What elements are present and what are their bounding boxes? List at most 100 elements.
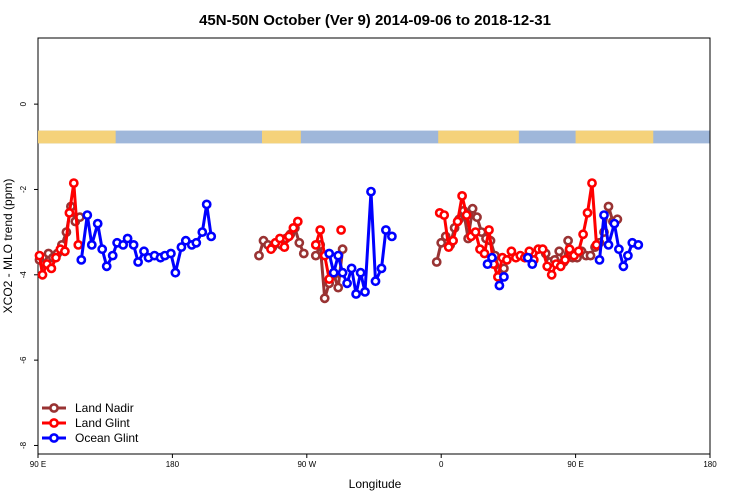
- data-point-land-nadir: [467, 203, 478, 214]
- data-point-land-glint: [60, 246, 70, 257]
- data-point-land-nadir: [585, 250, 596, 261]
- data-point-land-nadir: [337, 244, 348, 255]
- legend-item-land-glint: Land Glint: [42, 416, 130, 430]
- data-point-ocean-glint: [370, 276, 381, 287]
- data-point-ocean-glint: [386, 231, 397, 242]
- y-tick-label: -2: [19, 185, 28, 193]
- data-point-ocean-glint: [614, 244, 624, 255]
- data-point-ocean-glint: [498, 271, 509, 282]
- data-point-ocean-glint: [522, 252, 533, 263]
- data-point-ocean-glint: [206, 231, 217, 242]
- x-tick-label: 90 W: [297, 460, 316, 469]
- data-point-land-nadir: [333, 282, 344, 293]
- data-point-ocean-glint: [170, 267, 181, 278]
- data-point-land-glint: [448, 235, 458, 246]
- data-point-land-nadir: [436, 237, 447, 248]
- data-point-land-glint: [587, 178, 597, 188]
- data-point-land-glint: [452, 216, 463, 227]
- data-point-land-glint: [68, 178, 79, 188]
- data-point-ocean-glint: [342, 278, 352, 289]
- y-tick-label: 0: [19, 101, 28, 106]
- land-band-segment: [438, 130, 519, 144]
- legend-marker: [49, 403, 59, 413]
- data-point-land-nadir: [603, 201, 614, 212]
- data-point-ocean-glint: [97, 244, 108, 255]
- legend-marker: [49, 433, 59, 443]
- data-point-ocean-glint: [328, 267, 339, 278]
- data-point-ocean-glint: [324, 248, 335, 259]
- x-tick-label: 180: [166, 460, 180, 469]
- data-point-ocean-glint: [376, 263, 387, 274]
- data-point-land-glint: [283, 231, 294, 242]
- series-layer: [34, 178, 644, 304]
- x-tick-label: 0: [439, 460, 444, 469]
- data-point-land-glint: [310, 239, 321, 250]
- data-point-ocean-glint: [599, 210, 609, 220]
- data-point-land-glint: [470, 227, 481, 237]
- data-point-land-glint: [479, 248, 490, 259]
- data-point-land-nadir: [554, 246, 565, 257]
- data-point-land-glint: [443, 242, 454, 252]
- series-land-glint: [34, 178, 602, 284]
- legend-marker: [49, 418, 59, 428]
- data-point-ocean-glint: [494, 280, 505, 291]
- x-tick-label: 90 E: [30, 460, 46, 469]
- x-tick-label: 180: [703, 460, 717, 469]
- chart-title: 45N-50N October (Ver 9) 2014-09-06 to 20…: [199, 12, 551, 29]
- data-point-land-glint: [336, 225, 346, 235]
- land-band-segment: [38, 130, 116, 144]
- data-point-land-glint: [324, 274, 335, 284]
- data-point-ocean-glint: [82, 210, 93, 220]
- land-band-segment: [262, 130, 301, 144]
- data-point-land-glint: [274, 233, 285, 244]
- data-point-land-glint: [461, 210, 472, 220]
- data-point-ocean-glint: [201, 199, 212, 210]
- data-point-land-glint: [457, 190, 467, 201]
- data-point-ocean-glint: [92, 218, 103, 229]
- legend-item-ocean-glint: Ocean Glint: [42, 431, 139, 445]
- legend-label: Land Nadir: [75, 401, 134, 415]
- x-axis: 90 E 180 90 W 0 90 E 180: [30, 454, 717, 469]
- data-point-ocean-glint: [86, 239, 97, 250]
- data-point-land-glint: [64, 207, 75, 218]
- data-point-ocean-glint: [122, 233, 133, 244]
- data-point-ocean-glint: [351, 289, 361, 299]
- data-point-ocean-glint: [487, 252, 497, 263]
- series-line-land-glint: [314, 228, 331, 280]
- data-point-land-glint: [288, 222, 299, 233]
- data-point-land-glint: [555, 261, 566, 272]
- data-point-land-nadir: [310, 250, 321, 261]
- data-point-ocean-glint: [176, 242, 187, 252]
- data-point-ocean-glint: [346, 263, 357, 274]
- data-point-land-glint: [279, 242, 290, 252]
- data-point-ocean-glint: [380, 225, 391, 235]
- data-point-land-glint: [501, 254, 512, 265]
- data-point-land-glint: [573, 246, 584, 257]
- data-point-land-glint: [546, 269, 557, 280]
- data-point-ocean-glint: [603, 239, 614, 250]
- data-point-land-glint: [51, 252, 61, 263]
- y-tick-label: -4: [19, 271, 28, 279]
- data-point-land-glint: [292, 216, 303, 227]
- data-point-land-nadir: [294, 237, 305, 248]
- data-point-ocean-glint: [618, 261, 629, 272]
- x-axis-label: Longitude: [349, 477, 402, 491]
- data-point-land-nadir: [254, 250, 264, 261]
- series-ocean-glint: [76, 186, 644, 299]
- data-point-land-glint: [46, 263, 57, 274]
- data-point-ocean-glint: [107, 250, 118, 261]
- data-point-land-nadir: [563, 235, 573, 246]
- data-point-land-glint: [542, 261, 553, 272]
- data-point-ocean-glint: [482, 259, 493, 269]
- data-point-land-glint: [484, 225, 494, 235]
- data-point-ocean-glint: [139, 246, 149, 257]
- data-point-land-glint: [591, 239, 602, 250]
- legend-label: Land Glint: [75, 416, 130, 430]
- x-tick-label: 90 E: [567, 460, 583, 469]
- data-point-ocean-glint: [191, 237, 202, 248]
- data-point-ocean-glint: [360, 286, 370, 297]
- land-band-segment: [575, 130, 654, 144]
- data-point-ocean-glint: [527, 259, 538, 269]
- y-tick-label: -6: [19, 356, 28, 364]
